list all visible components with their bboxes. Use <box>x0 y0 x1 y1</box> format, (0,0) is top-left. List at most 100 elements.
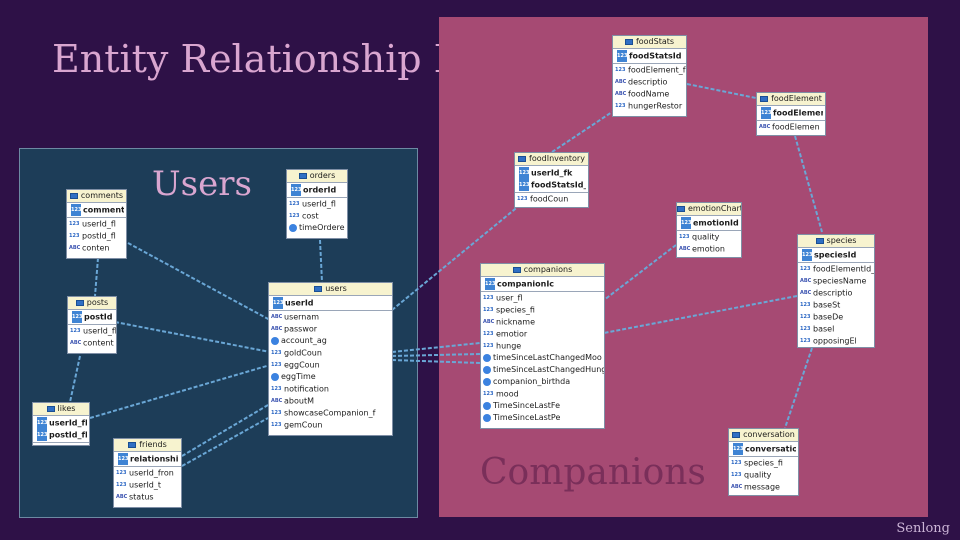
entity-header[interactable]: foodInventory <box>515 153 588 166</box>
column-row[interactable]: 123 hunge <box>481 340 604 352</box>
entity-friends[interactable]: friends123relationshipI 123userId_fron123… <box>113 438 182 508</box>
column-row[interactable]: 123 opposingEl <box>798 335 874 347</box>
column-row[interactable]: 123 emotior <box>481 328 604 340</box>
entity-header[interactable]: friends <box>114 439 181 452</box>
column-row[interactable]: 123 eggCoun <box>269 359 392 371</box>
column-row[interactable]: 123 species_fi <box>729 457 798 469</box>
entity-conversation[interactable]: conversation123conversationId 123species_… <box>728 428 799 496</box>
entity-header[interactable]: foodStats <box>613 36 686 49</box>
column-row[interactable]: ABC content <box>68 337 116 349</box>
column-row[interactable]: 123 foodElement_f <box>613 64 686 76</box>
primary-key-row[interactable]: 123 emotionId <box>679 217 739 229</box>
column-row[interactable]: ABC message <box>729 481 798 493</box>
column-row[interactable]: ABC passwor <box>269 323 392 335</box>
entity-header[interactable]: orders <box>287 170 347 183</box>
column-row[interactable]: 123 quality <box>729 469 798 481</box>
column-row[interactable]: 123 goldCoun <box>269 347 392 359</box>
column-row[interactable]: timeSinceLastChangedHung <box>481 364 604 376</box>
primary-key-icon: 123 <box>519 167 529 179</box>
author-credit: Senlong <box>896 521 950 536</box>
column-row[interactable]: timeOrdere <box>287 222 347 234</box>
entity-posts[interactable]: posts 123 postId 123 userId_fl ABC content <box>67 296 117 354</box>
entity-foodStats[interactable]: foodStats 123 foodStatsId 123 foodElement_f A… <box>612 35 687 117</box>
primary-key-row[interactable]: 123 companionIc <box>483 278 602 290</box>
column-row[interactable]: 123 cost <box>287 210 347 222</box>
column-row[interactable]: 123 userId_fl <box>287 198 347 210</box>
entity-species[interactable]: species 123 speciesId 123 foodElementId_f ABC… <box>797 234 875 348</box>
users-section-label: Users <box>152 164 252 204</box>
entity-header[interactable]: companions <box>481 264 604 277</box>
entity-orders[interactable]: orders 123 orderId 123 userId_fl 123 cost timeO… <box>286 169 348 239</box>
column-row[interactable]: 123 userId_fl <box>68 325 116 337</box>
column-row[interactable]: ABC nickname <box>481 316 604 328</box>
column-row[interactable]: companion_birthda <box>481 376 604 388</box>
entity-foodInventory[interactable]: foodInventory123userId_fk123foodStatsId_… <box>514 152 589 208</box>
column-row[interactable]: TimeSinceLastFe <box>481 400 604 412</box>
entity-companions[interactable]: companions 123 companionIc 123 user_fl 123 spe… <box>480 263 605 429</box>
entity-header[interactable]: conversation <box>729 429 798 442</box>
column-row[interactable]: 123 userId_fron <box>114 467 181 479</box>
primary-key-row[interactable]: 123 userId <box>271 297 390 309</box>
primary-key-row[interactable]: 123 speciesId <box>800 249 872 261</box>
entity-header[interactable]: foodElement <box>757 93 825 106</box>
column-row[interactable]: 123 mood <box>481 388 604 400</box>
primary-key-row[interactable]: 123 foodStatsId <box>615 50 684 62</box>
column-row[interactable]: 123 species_fi <box>481 304 604 316</box>
primary-key-row[interactable]: 123 userId_fk <box>517 167 586 179</box>
primary-key-row[interactable]: 123 orderId <box>289 184 345 196</box>
entity-comments[interactable]: comments123commentId 123userId_fl123postI… <box>66 189 127 259</box>
primary-key-row[interactable]: 123 postId_fk <box>35 429 87 441</box>
column-row[interactable]: 123 gemCoun <box>269 419 392 431</box>
column-row[interactable]: TimeSinceLastPe <box>481 412 604 424</box>
column-row[interactable]: 123 quality <box>677 231 741 243</box>
column-row[interactable]: 123 postId_fl <box>67 230 126 242</box>
column-row[interactable]: 123 baseDe <box>798 311 874 323</box>
column-row[interactable]: 123 userId_t <box>114 479 181 491</box>
column-row[interactable]: ABC usernam <box>269 311 392 323</box>
column-row[interactable]: eggTime <box>269 371 392 383</box>
column-row[interactable]: account_ag <box>269 335 392 347</box>
column-name: descriptio <box>813 288 853 298</box>
entity-header[interactable]: posts <box>68 297 116 310</box>
primary-key-row[interactable]: 123relationshipI <box>116 453 179 465</box>
entity-likes[interactable]: likes 123 userId_fk 123 postId_fk <box>32 402 90 446</box>
primary-key-row[interactable]: 123 userId_fk <box>35 417 87 429</box>
text-type-icon: ABC <box>731 484 743 490</box>
entity-emotionChart[interactable]: emotionChart 123 emotionId 123 quality ABC emo… <box>676 202 742 258</box>
column-row[interactable]: 123 showcaseCompanion_f <box>269 407 392 419</box>
entity-header[interactable]: comments <box>67 190 126 203</box>
column-row[interactable]: 123 notification <box>269 383 392 395</box>
column-row[interactable]: 123 hungerRestor <box>613 100 686 112</box>
entity-name: foodElement <box>771 94 822 103</box>
entity-header[interactable]: species <box>798 235 874 248</box>
column-row[interactable]: ABC conten <box>67 242 126 254</box>
primary-key-row[interactable]: 123conversationId <box>731 443 796 455</box>
entity-users[interactable]: users 123 userId ABC usernam ABC passwor accoun… <box>268 282 393 436</box>
column-name: emotion <box>692 244 725 254</box>
primary-key-row[interactable]: 123 postId <box>70 311 114 323</box>
entity-header[interactable]: users <box>269 283 392 296</box>
column-row[interactable]: 123 foodCoun <box>515 193 588 205</box>
column-row[interactable]: ABC descriptio <box>798 287 874 299</box>
entity-header[interactable]: emotionChart <box>677 203 741 216</box>
column-row[interactable]: ABC foodElemen <box>757 121 825 133</box>
column-row[interactable]: 123 baseSt <box>798 299 874 311</box>
column-row[interactable]: 123 userId_fl <box>67 218 126 230</box>
column-row[interactable]: 123 basel <box>798 323 874 335</box>
entity-header[interactable]: likes <box>33 403 89 416</box>
column-row[interactable]: ABC aboutM <box>269 395 392 407</box>
primary-key-row[interactable]: 123commentId <box>69 204 124 216</box>
column-row[interactable]: ABC speciesName <box>798 275 874 287</box>
column-row[interactable]: ABC emotion <box>677 243 741 255</box>
column-row[interactable]: ABC status <box>114 491 181 503</box>
column-row[interactable]: timeSinceLastChangedMoo <box>481 352 604 364</box>
entity-name: emotionChart <box>688 204 742 213</box>
column-name: emotionId <box>693 218 739 228</box>
column-row[interactable]: 123 foodElementId_f <box>798 263 874 275</box>
column-row[interactable]: 123 user_fl <box>481 292 604 304</box>
column-row[interactable]: ABC descriptio <box>613 76 686 88</box>
column-row[interactable]: ABC foodName <box>613 88 686 100</box>
